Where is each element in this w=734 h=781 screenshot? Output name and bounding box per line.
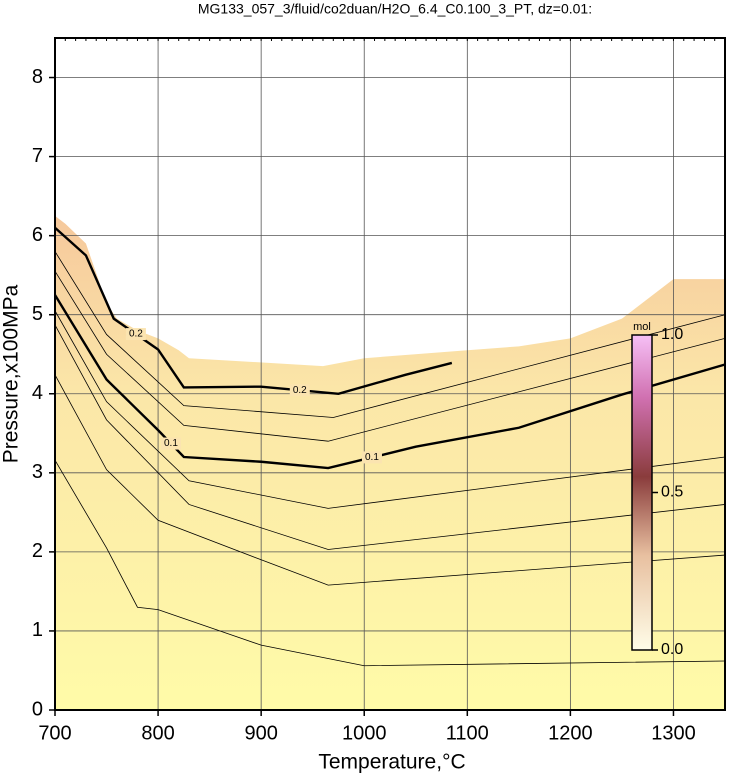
x-tick-label: 1300 [651, 722, 696, 744]
colorbar-unit: mol [633, 321, 651, 333]
label-bg [361, 451, 382, 464]
y-tick-label: 6 [32, 224, 43, 246]
y-tick-label: 3 [32, 461, 43, 483]
y-tick-label: 0 [32, 698, 43, 720]
x-tick-label: 900 [244, 722, 277, 744]
contour-label: 0.1 [164, 438, 178, 449]
contour-label: 0.1 [365, 452, 379, 463]
contour-label: 0.2 [129, 329, 143, 340]
colorbar-tick-label: 0.5 [661, 484, 683, 501]
x-tick-label: 1000 [342, 722, 387, 744]
contour-line [53, 294, 726, 470]
contour-line [54, 374, 726, 586]
colorbar-tick-label: 1.0 [661, 326, 683, 343]
y-tick-label: 8 [32, 66, 43, 88]
y-axis-label: Pressure,x100MPa [0, 284, 23, 463]
y-tick-label: 4 [32, 382, 43, 404]
label-bg [160, 437, 181, 450]
colorbar [631, 334, 653, 651]
contour-line [54, 459, 726, 667]
contour-label: 0.2 [293, 385, 307, 396]
label-bg [289, 384, 310, 397]
contour-line [54, 226, 453, 395]
label-bg [125, 328, 146, 341]
y-tick-label: 5 [32, 303, 43, 325]
y-tick-label: 2 [32, 540, 43, 562]
contour-line [54, 251, 726, 418]
contour-line [54, 271, 726, 442]
x-tick-label: 700 [38, 722, 71, 744]
colorbar-tick-label: 0.0 [661, 641, 683, 658]
plot-frame [54, 37, 726, 711]
contour-line [54, 310, 726, 509]
y-tick-label: 1 [32, 619, 43, 641]
x-tick-label: 1100 [446, 722, 489, 744]
x-tick-label: 1200 [548, 722, 593, 744]
contour-line [54, 324, 726, 550]
x-tick-label: 800 [141, 722, 174, 744]
x-axis-label: Temperature,°C [318, 751, 465, 774]
chart-title: MG133_057_3/fluid/co2duan/H2O_6.4_C0.100… [198, 1, 592, 17]
y-tick-label: 7 [32, 145, 43, 167]
filled-region [55, 215, 725, 710]
